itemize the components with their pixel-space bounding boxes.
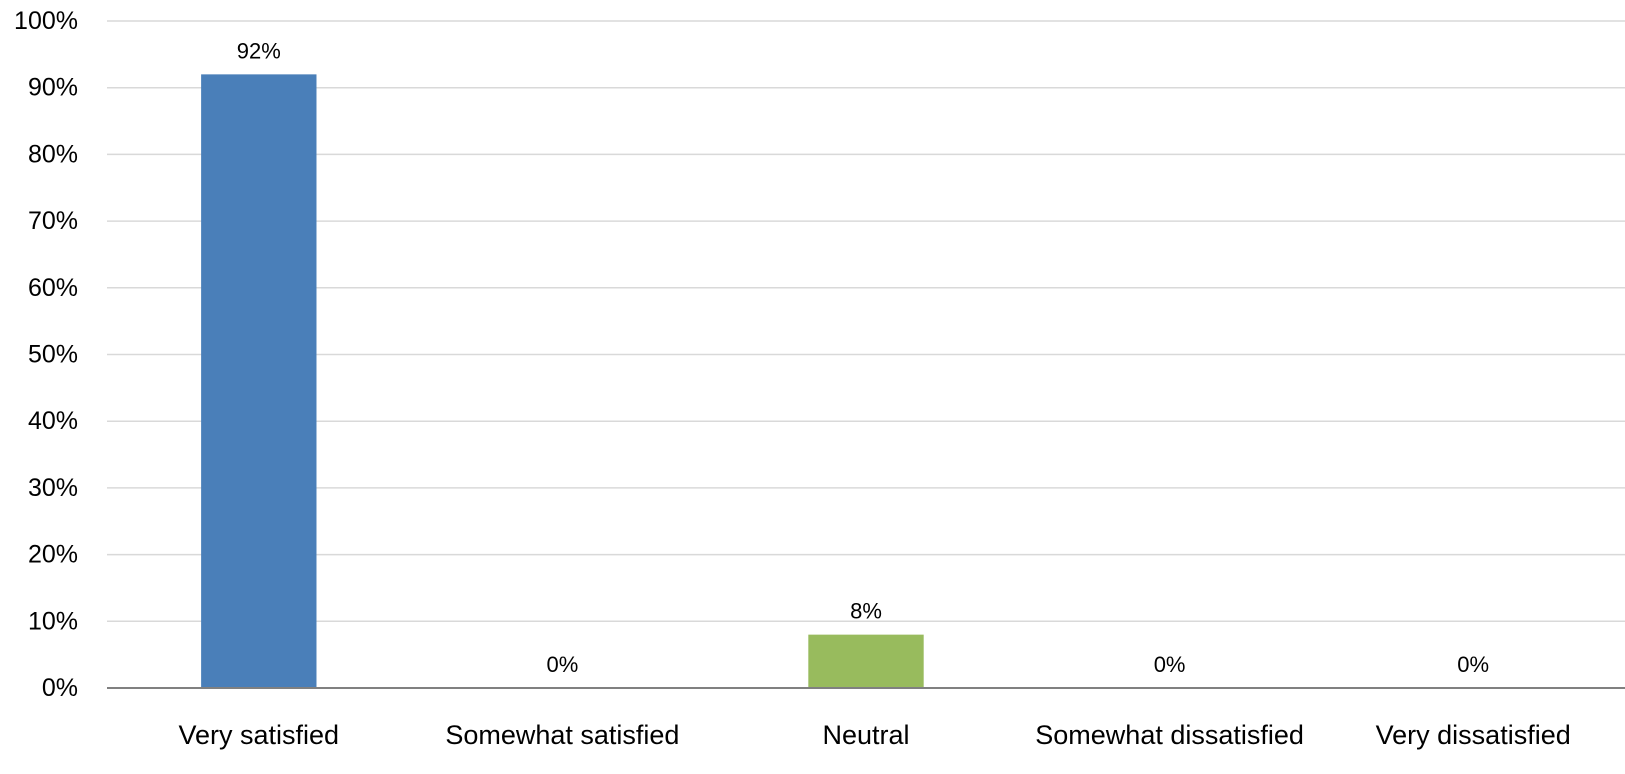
data-labels: 92% 0% 8% 0% 0% (237, 38, 1489, 677)
x-tick-label: Very satisfied (179, 720, 340, 750)
data-label: 8% (850, 599, 882, 624)
bar (201, 74, 317, 689)
x-tick-label: Somewhat satisfied (445, 720, 679, 750)
data-label: 92% (237, 38, 281, 63)
y-tick-label: 30% (28, 474, 78, 502)
x-tick-label: Very dissatisfied (1376, 720, 1571, 750)
y-axis-tick-labels: 0% 10% 20% 30% 40% 50% 60% 70% 80% 90% 100% (14, 7, 78, 702)
data-label: 0% (1154, 652, 1186, 677)
y-tick-label: 50% (28, 341, 78, 369)
y-tick-label: 10% (28, 607, 78, 635)
bars (201, 74, 924, 689)
y-tick-label: 70% (28, 207, 78, 235)
data-label: 0% (1457, 652, 1489, 677)
y-tick-label: 80% (28, 140, 78, 168)
gridlines (107, 20, 1625, 623)
y-tick-label: 60% (28, 274, 78, 302)
x-tick-label: Somewhat dissatisfied (1035, 720, 1304, 750)
x-axis-tick-labels: Very satisfied Somewhat satisfied Neutral S… (179, 720, 1571, 750)
y-tick-label: 40% (28, 407, 78, 435)
y-tick-label: 100% (14, 7, 78, 35)
bar (808, 634, 924, 688)
y-tick-label: 0% (42, 674, 78, 702)
x-tick-label: Neutral (822, 720, 909, 750)
y-tick-label: 90% (28, 74, 78, 102)
y-tick-label: 20% (28, 541, 78, 569)
data-label: 0% (547, 652, 579, 677)
